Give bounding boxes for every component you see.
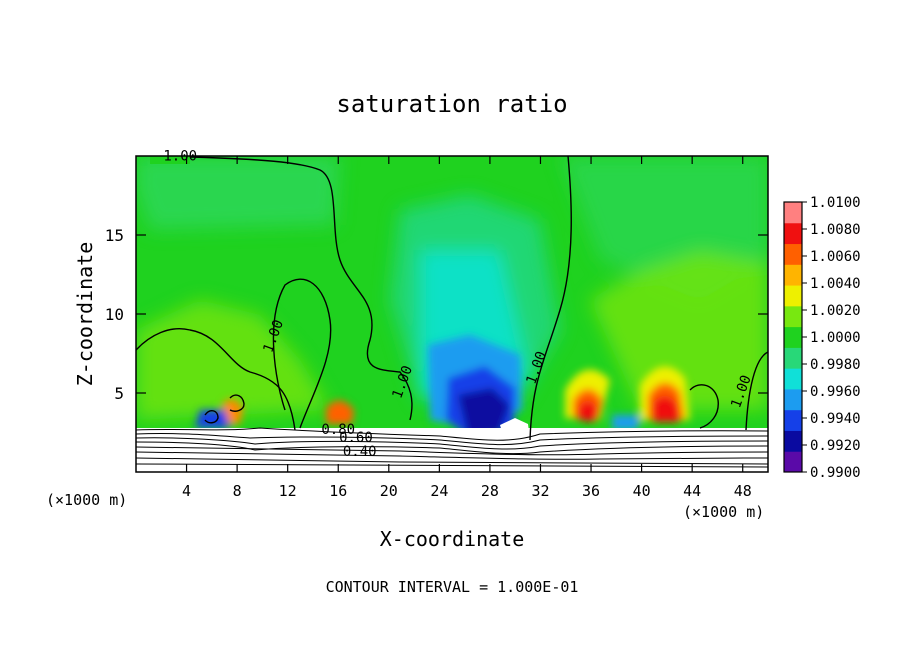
colorbar-label: 1.0060 [810, 249, 861, 265]
x-tick-label: 8 [233, 482, 242, 500]
contour-label: 0.60 [339, 430, 373, 446]
x-tick-label: 28 [481, 482, 499, 500]
y-axis-ticks: 5 10 15 [105, 226, 768, 403]
colorbar-label: 1.0020 [810, 303, 861, 319]
x-tick-label: 48 [734, 482, 752, 500]
x-unit-label-left: (×1000 m) [46, 491, 127, 509]
colorbar-swatch [784, 243, 802, 265]
colorbar-swatch [784, 368, 802, 390]
contour-interval-note: CONTOUR INTERVAL = 1.000E-01 [326, 578, 579, 596]
colorbar-label: 1.0100 [810, 195, 861, 211]
x-tick-label: 44 [683, 482, 701, 500]
x-tick-label: 32 [531, 482, 549, 500]
contour-label: 1.00 [163, 149, 197, 165]
contour-label-bg [150, 156, 190, 164]
x-axis-label: X-coordinate [380, 527, 525, 551]
x-unit-label-right: (×1000 m) [683, 503, 764, 521]
colorbar-label: 1.0000 [810, 330, 861, 346]
colorbar-label: 1.0080 [810, 222, 861, 238]
colorbar-label: 0.9920 [810, 438, 861, 454]
contour-1-00 [136, 156, 768, 441]
y-axis-label: Z-coordinate [73, 242, 97, 387]
chart-title: saturation ratio [336, 90, 567, 118]
y-tick-label: 15 [105, 226, 124, 245]
x-tick-label: 4 [182, 482, 191, 500]
colorbar-swatch [784, 388, 802, 411]
colorbar: 0.9900 0.9920 0.9940 0.9960 0.9980 1.0000 1.00… [783, 195, 861, 481]
y-tick-label: 5 [114, 384, 124, 403]
colorbar-swatch [784, 409, 802, 431]
cold-dry-core [428, 335, 522, 438]
contour-label: 0.40 [343, 444, 377, 460]
colorbar-label: 1.0040 [810, 276, 861, 292]
colorbar-swatch [784, 430, 802, 452]
colorbar-label: 0.9940 [810, 411, 861, 427]
colorbar-swatch [784, 285, 802, 307]
colorbar-swatch [784, 202, 802, 224]
colorbar-swatch [784, 451, 802, 473]
x-axis-ticks: 4 8 12 16 20 24 28 32 36 40 44 48 [182, 156, 752, 500]
colorbar-label: 0.9960 [810, 384, 861, 400]
supersaturated-cores [195, 366, 690, 430]
y-tick-label: 10 [105, 305, 124, 324]
contour-label: 0.80 [321, 422, 355, 438]
lower-contours [136, 427, 768, 468]
colorbar-swatch [784, 222, 802, 245]
colorbar-label: 0.9900 [810, 465, 861, 481]
x-tick-label: 24 [430, 482, 448, 500]
x-tick-label: 16 [329, 482, 347, 500]
colorbar-swatch [784, 326, 802, 348]
colorbar-swatch [784, 264, 802, 286]
plot-area [136, 156, 768, 472]
colorbar-swatch [784, 305, 802, 328]
x-tick-label: 36 [582, 482, 600, 500]
colorbar-label: 0.9980 [810, 357, 861, 373]
colorbar-swatch [784, 347, 802, 369]
x-tick-label: 40 [633, 482, 651, 500]
x-tick-label: 12 [279, 482, 297, 500]
x-tick-label: 20 [380, 482, 398, 500]
